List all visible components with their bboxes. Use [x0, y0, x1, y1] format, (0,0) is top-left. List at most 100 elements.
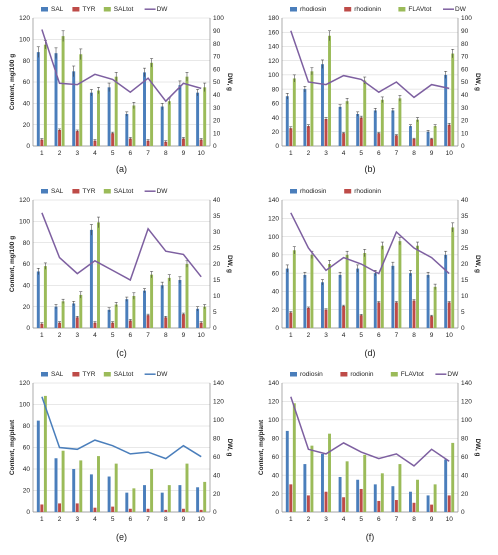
y-tick-label: 40 — [23, 101, 31, 108]
bar-SAL — [89, 92, 93, 146]
legend-label: DW — [157, 6, 169, 13]
line-DW — [290, 30, 450, 99]
chart-panel-5: 0 20 40 60 80 100 120 0 20 40 60 80 100 120 140 Content… — [9, 371, 233, 542]
y2-tick-label: 40 — [213, 472, 221, 479]
y-tick-label: 160 — [268, 29, 279, 36]
bar-SAL — [54, 306, 58, 328]
x-tick-label: 9 — [430, 150, 434, 157]
y-tick-label: 20 — [272, 129, 280, 136]
y2-tick-label: 100 — [461, 15, 472, 22]
bar-SALtot — [150, 274, 154, 328]
x-tick-label: 5 — [111, 516, 115, 523]
y-axis-title: Content, mg/plant — [9, 419, 16, 475]
bar-SAL — [178, 85, 182, 146]
line-DW — [41, 396, 202, 460]
x-tick-label: 3 — [75, 516, 79, 523]
y2-tick-label: 20 — [461, 261, 469, 268]
bar-FLAVtot — [380, 99, 384, 146]
bar-rodionin — [430, 504, 434, 512]
legend-label: FLAVtot — [401, 371, 424, 378]
x-tick-label: 1 — [40, 150, 44, 157]
bar-SAL — [196, 92, 200, 146]
legend-label: rhodionin — [354, 6, 381, 13]
y2-axis-title: DW, g — [474, 255, 481, 273]
bar-SAL — [54, 458, 58, 512]
x-tick-label: 1 — [289, 150, 293, 157]
bar-rhodiosin — [303, 89, 307, 146]
bar-SAL — [72, 71, 76, 146]
legend-swatch — [103, 7, 111, 12]
y-tick-label: 120 — [268, 58, 279, 65]
legend-label: TYR — [82, 6, 95, 13]
bar-TYR — [164, 509, 168, 512]
bar-SAL — [143, 290, 146, 328]
bar-TYR — [93, 140, 97, 146]
bar-SALtot — [79, 54, 83, 147]
y2-tick-label: 60 — [461, 454, 469, 461]
y-tick-label: 20 — [23, 122, 31, 129]
y-axis-title: Content, mg/plant — [258, 419, 265, 475]
y2-tick-label: 140 — [213, 380, 224, 387]
x-tick-label: 8 — [164, 150, 168, 157]
panel-label: (a) — [116, 164, 127, 174]
bar-FLAVtot — [380, 473, 384, 512]
x-tick-label: 7 — [146, 516, 150, 523]
bar-SAL — [36, 420, 40, 512]
bar-series3 — [328, 264, 331, 328]
bar-TYR — [93, 507, 97, 512]
y2-tick-label: 30 — [461, 229, 469, 236]
y2-tick-label: 0 — [213, 143, 217, 150]
y2-tick-label: 80 — [461, 41, 469, 48]
bar-SAL — [160, 106, 164, 146]
y2-axis-title: DW, g — [226, 438, 233, 456]
legend-swatch — [72, 189, 80, 194]
y2-tick-label: 20 — [213, 118, 221, 125]
bar-SALtot — [61, 36, 65, 147]
legend-swatch — [290, 189, 297, 194]
legend-label: SALtot — [114, 188, 134, 195]
bar-TYR — [128, 508, 132, 512]
bar-FLAVtot — [451, 442, 455, 512]
bar-SAL — [89, 229, 93, 328]
x-tick-label: 9 — [430, 332, 434, 339]
y-tick-label: 140 — [268, 44, 279, 51]
bar-rhodionin — [412, 138, 416, 146]
bar-TYR — [40, 323, 44, 328]
y-tick-label: 80 — [23, 423, 31, 430]
bar-SALtot — [114, 463, 118, 512]
y2-tick-label: 100 — [213, 417, 224, 424]
bar-series3 — [345, 254, 349, 328]
y-tick-label: 100 — [19, 219, 30, 226]
legend-label: FLAVtot — [408, 6, 431, 13]
y2-tick-label: 5 — [213, 309, 217, 316]
y-tick-label: 120 — [19, 15, 30, 22]
bar-rhodionin — [430, 138, 434, 146]
y-tick-label: 140 — [268, 197, 279, 204]
bar-rhodionin — [377, 133, 381, 146]
x-tick-label: 3 — [75, 150, 79, 157]
bar-rhodionin — [342, 306, 346, 328]
bar-rodionin — [412, 502, 416, 512]
y-tick-label: 20 — [272, 307, 280, 314]
bar-rodionin — [447, 495, 451, 512]
x-tick-label: 5 — [359, 150, 363, 157]
bar-rhodiosin — [373, 110, 377, 146]
bar-SALtot — [114, 304, 118, 328]
y-tick-label: 60 — [23, 79, 31, 86]
bar-rhodiosin — [426, 131, 430, 146]
bar-rodionin — [324, 491, 328, 512]
y-tick-label: 80 — [272, 252, 280, 259]
y2-tick-label: 10 — [213, 293, 221, 300]
bar-rodionin — [306, 495, 310, 512]
y2-tick-label: 140 — [461, 380, 472, 387]
x-tick-label: 1 — [40, 516, 44, 523]
x-tick-label: 1 — [289, 516, 293, 523]
chart-panel-1: 0 20 40 60 80 100 120 0 10 20 30 40 50 60 70 80 90 100 Con… — [9, 6, 233, 174]
bar-rhodiosin — [444, 254, 448, 328]
x-tick-label: 5 — [359, 516, 363, 523]
y2-tick-label: 25 — [461, 245, 469, 252]
bar-SALtot — [61, 450, 65, 512]
y-tick-label: 100 — [268, 234, 279, 241]
y-tick-label: 180 — [268, 15, 279, 22]
